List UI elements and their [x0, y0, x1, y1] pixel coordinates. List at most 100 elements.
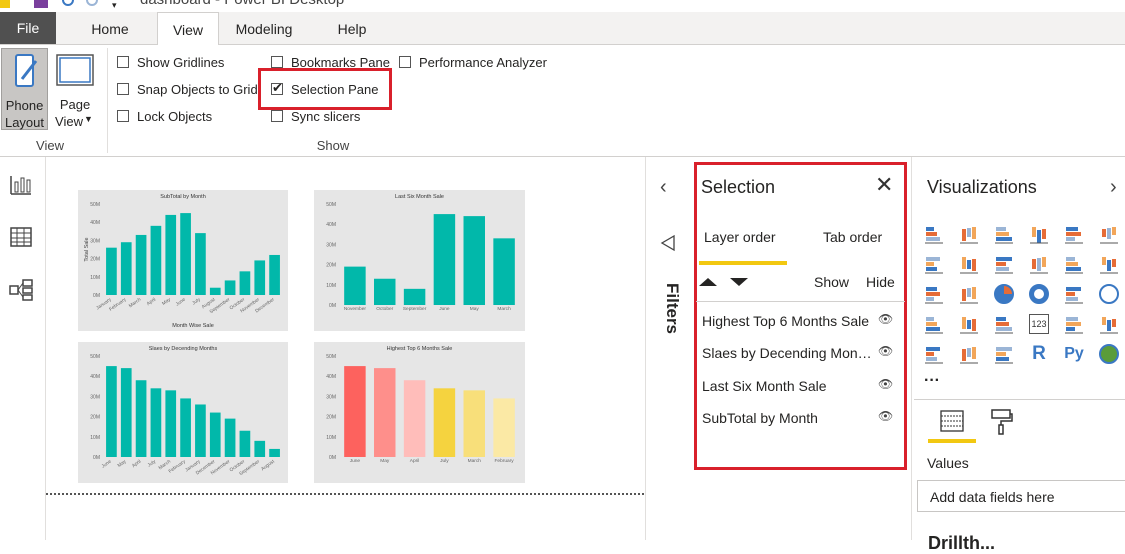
- tab-help[interactable]: Help: [337, 21, 367, 37]
- bar[interactable]: [120, 368, 132, 457]
- scatter-chart-icon[interactable]: [959, 284, 979, 304]
- r-visual-icon[interactable]: R: [1032, 343, 1046, 364]
- save-icon[interactable]: [34, 0, 48, 8]
- 100-percent-column-chart-icon[interactable]: [1099, 224, 1119, 244]
- close-icon[interactable]: ✕: [875, 172, 894, 197]
- bar[interactable]: [224, 418, 236, 457]
- tab-file[interactable]: File: [0, 12, 56, 44]
- filled-map-icon[interactable]: [924, 314, 944, 334]
- gauge-icon[interactable]: [994, 314, 1014, 334]
- kpi-icon[interactable]: [1099, 314, 1119, 334]
- expand-chevron-icon[interactable]: ›: [1110, 176, 1117, 198]
- bar[interactable]: [209, 287, 221, 295]
- show-gridlines-checkbox[interactable]: [117, 56, 129, 68]
- move-up-icon[interactable]: [698, 276, 718, 288]
- bar[interactable]: [269, 448, 280, 457]
- selection-pane-checkbox[interactable]: ✔: [271, 80, 283, 95]
- report-view-icon[interactable]: [9, 174, 33, 196]
- bar[interactable]: [120, 242, 132, 295]
- arcgis-map-icon[interactable]: [1099, 344, 1119, 364]
- treemap-icon[interactable]: [1064, 284, 1084, 304]
- bar[interactable]: [463, 216, 485, 305]
- visibility-eye-icon[interactable]: 👁: [878, 377, 894, 391]
- stacked-column-chart-icon[interactable]: [959, 224, 979, 244]
- performance-analyzer-checkbox[interactable]: [399, 56, 411, 68]
- multi-row-card-icon[interactable]: [1064, 314, 1084, 334]
- bar[interactable]: [493, 398, 515, 457]
- bar[interactable]: [165, 390, 177, 457]
- selection-item[interactable]: Highest Top 6 Months Sale 👁: [696, 308, 901, 334]
- waterfall-chart-icon[interactable]: [924, 284, 944, 304]
- more-visuals-icon[interactable]: ···: [924, 372, 940, 389]
- slicer-icon[interactable]: [924, 344, 944, 364]
- add-fields-dropzone[interactable]: Add data fields here: [917, 480, 1125, 512]
- page-view-button[interactable]: Page View ▼: [52, 48, 98, 130]
- line-chart-icon[interactable]: [924, 254, 944, 274]
- snap-objects-checkbox[interactable]: [117, 83, 129, 95]
- tab-tab-order[interactable]: Tab order: [823, 229, 883, 245]
- pie-chart-icon[interactable]: [994, 284, 1014, 304]
- selection-item[interactable]: Last Six Month Sale 👁: [696, 373, 901, 399]
- bar[interactable]: [254, 260, 266, 295]
- last-six-month-sale-chart[interactable]: Last Six Month Sale 0M 10M 20M 30M 40M 50M Nove…: [314, 190, 525, 331]
- bar[interactable]: [344, 266, 366, 305]
- filters-label[interactable]: Filters: [663, 283, 682, 335]
- hide-all-button[interactable]: Hide: [866, 274, 895, 290]
- bar[interactable]: [344, 366, 366, 457]
- model-view-icon[interactable]: [8, 278, 34, 302]
- bar[interactable]: [463, 390, 485, 457]
- bar[interactable]: [403, 380, 426, 457]
- clustered-bar-chart-icon[interactable]: [994, 224, 1014, 244]
- bar[interactable]: [433, 214, 456, 305]
- donut-chart-icon[interactable]: [1029, 284, 1049, 304]
- bar[interactable]: [493, 238, 515, 305]
- bar[interactable]: [135, 234, 147, 295]
- bar[interactable]: [150, 225, 162, 295]
- bar[interactable]: [374, 368, 396, 457]
- sync-slicers-checkbox[interactable]: [271, 110, 283, 122]
- funnel-chart-icon[interactable]: [959, 314, 979, 334]
- bar[interactable]: [403, 288, 426, 305]
- move-down-icon[interactable]: [729, 276, 749, 288]
- ribbon-chart-icon[interactable]: [1099, 254, 1119, 274]
- format-paint-roller-icon[interactable]: [989, 408, 1013, 436]
- bar[interactable]: [433, 388, 456, 457]
- highest-top-6-months-sale-chart[interactable]: Highest Top 6 Months Sale 0M 10M 20M 30M 40M 5…: [314, 342, 525, 483]
- matrix-icon[interactable]: [994, 344, 1014, 364]
- selection-item[interactable]: Slaes by Decending Mon… 👁: [696, 340, 901, 366]
- redo-icon[interactable]: [86, 0, 98, 6]
- data-view-icon[interactable]: [9, 226, 33, 248]
- map-icon[interactable]: [1099, 284, 1119, 304]
- show-all-button[interactable]: Show: [814, 274, 850, 290]
- bar[interactable]: [209, 412, 221, 457]
- bar[interactable]: [195, 404, 206, 457]
- bar[interactable]: [180, 398, 191, 457]
- bar[interactable]: [269, 254, 280, 295]
- card-icon[interactable]: 123: [1029, 314, 1049, 334]
- bar[interactable]: [254, 440, 266, 457]
- tab-home[interactable]: Home: [91, 21, 129, 37]
- bar[interactable]: [239, 271, 251, 295]
- quick-access-dropdown-icon[interactable]: ▾: [112, 0, 117, 10]
- stacked-bar-chart-icon[interactable]: [924, 224, 944, 244]
- bar[interactable]: [106, 247, 117, 295]
- bar[interactable]: [374, 278, 396, 305]
- lock-objects-checkbox[interactable]: [117, 110, 129, 122]
- phone-layout-button[interactable]: Phone Layout: [1, 48, 48, 130]
- area-chart-icon[interactable]: [959, 254, 979, 274]
- table-icon[interactable]: [959, 344, 979, 364]
- bar[interactable]: [224, 280, 236, 295]
- visibility-eye-icon[interactable]: 👁: [878, 409, 894, 423]
- tab-layer-order[interactable]: Layer order: [704, 229, 776, 245]
- undo-icon[interactable]: [62, 0, 74, 6]
- bar[interactable]: [150, 388, 162, 457]
- collapse-chevron-icon[interactable]: ‹: [660, 176, 667, 198]
- selection-item[interactable]: SubTotal by Month 👁: [696, 405, 901, 431]
- 100-percent-bar-chart-icon[interactable]: [1064, 224, 1084, 244]
- visibility-eye-icon[interactable]: 👁: [878, 312, 894, 326]
- bar[interactable]: [135, 380, 147, 457]
- bar[interactable]: [239, 430, 251, 457]
- clustered-column-chart-icon[interactable]: [1029, 224, 1049, 244]
- subtotal-by-month-chart[interactable]: SubTotal by Month 0M 10M 20M 30M 40M 50M Total …: [78, 190, 288, 331]
- fields-icon[interactable]: [938, 408, 966, 434]
